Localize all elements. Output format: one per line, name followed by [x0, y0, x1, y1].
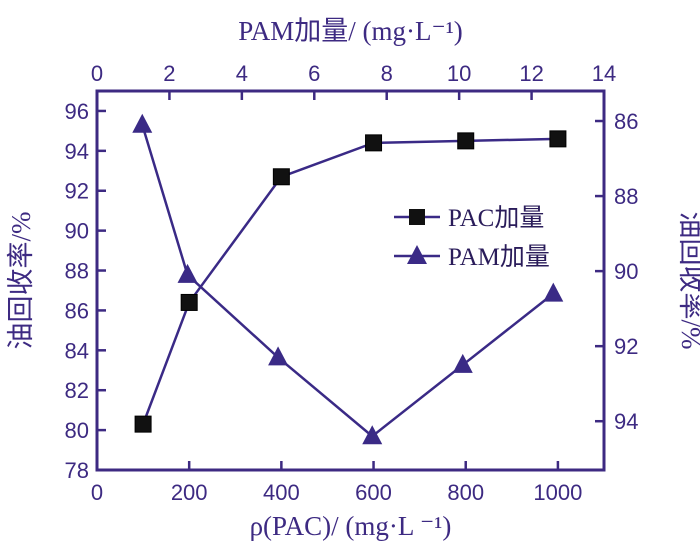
y-left-tick-label: 82: [65, 378, 89, 403]
x-axis-bottom-title: ρ(PAC)/ (mg·L ⁻¹): [250, 511, 452, 541]
data-point-pam: [452, 353, 473, 373]
x-top-tick-label: 14: [592, 61, 616, 86]
y-left-tick-label: 94: [65, 139, 89, 164]
y-left-tick-label: 90: [65, 219, 89, 244]
y-left-tick-label: 96: [65, 99, 89, 124]
series-line-pac: [141, 137, 558, 425]
y-right-tick-label: 90: [614, 259, 638, 284]
x-bottom-tick-label: 800: [447, 480, 484, 505]
data-point-pam: [362, 425, 383, 445]
x-top-tick-label: 12: [519, 61, 543, 86]
legend: PAC加量 PAM加量: [394, 204, 550, 271]
data-point-pam: [177, 263, 198, 283]
data-point-pac: [134, 415, 152, 433]
y-left-tick-label: 92: [65, 179, 89, 204]
x-top-tick-label: 0: [91, 61, 103, 86]
plot-frame-group: [95, 89, 606, 472]
data-point-pac: [549, 130, 567, 148]
tick-labels: 0 200 400 600 800 1000 0 2 4 6 8 10 12 14 78 80 82 84 86 88…: [65, 61, 639, 505]
y-left-tick-label: 78: [65, 458, 89, 483]
y-left-tick-label: 88: [65, 259, 89, 284]
x-axis-top-title: PAM加量/ (mg·L⁻¹): [238, 16, 463, 46]
y-axis-right-title: 油回收率/%: [676, 212, 700, 350]
series-layer: [132, 113, 567, 445]
legend-label-pac: PAC加量: [448, 204, 544, 232]
data-point-pam: [543, 282, 564, 302]
x-bottom-tick-label: 600: [355, 480, 392, 505]
x-bottom-tick-label: 200: [171, 480, 208, 505]
data-point-pac: [365, 134, 383, 152]
y-axis-left-title: 油回收率/%: [6, 212, 36, 350]
x-top-tick-label: 6: [308, 61, 320, 86]
x-top-tick-label: 4: [236, 61, 248, 86]
data-point-pam: [132, 113, 153, 133]
x-bottom-tick-label: 1000: [533, 480, 582, 505]
y-right-tick-label: 92: [614, 334, 638, 359]
y-left-tick-label: 80: [65, 418, 89, 443]
data-point-pam: [268, 346, 289, 366]
legend-label-pam: PAM加量: [448, 243, 550, 271]
x-top-tick-label: 2: [163, 61, 175, 86]
legend-marker-pac: [409, 209, 425, 225]
legend-marker-pam: [407, 245, 427, 264]
x-bottom-tick-label: 0: [91, 480, 103, 505]
y-left-tick-label: 84: [65, 338, 89, 363]
y-right-tick-label: 94: [614, 409, 638, 434]
y-left-tick-label: 86: [65, 298, 89, 323]
y-right-tick-label: 88: [614, 184, 638, 209]
y-right-tick-label: 86: [614, 109, 638, 134]
x-top-tick-label: 10: [447, 61, 471, 86]
x-top-tick-label: 8: [381, 61, 393, 86]
tick-marks: [95, 91, 606, 472]
x-bottom-tick-label: 400: [263, 480, 300, 505]
data-point-pac: [272, 168, 290, 186]
data-point-pac: [180, 293, 198, 311]
series-line-pam: [141, 124, 555, 438]
plot-frame: [95, 89, 606, 472]
data-point-pac: [457, 132, 475, 150]
